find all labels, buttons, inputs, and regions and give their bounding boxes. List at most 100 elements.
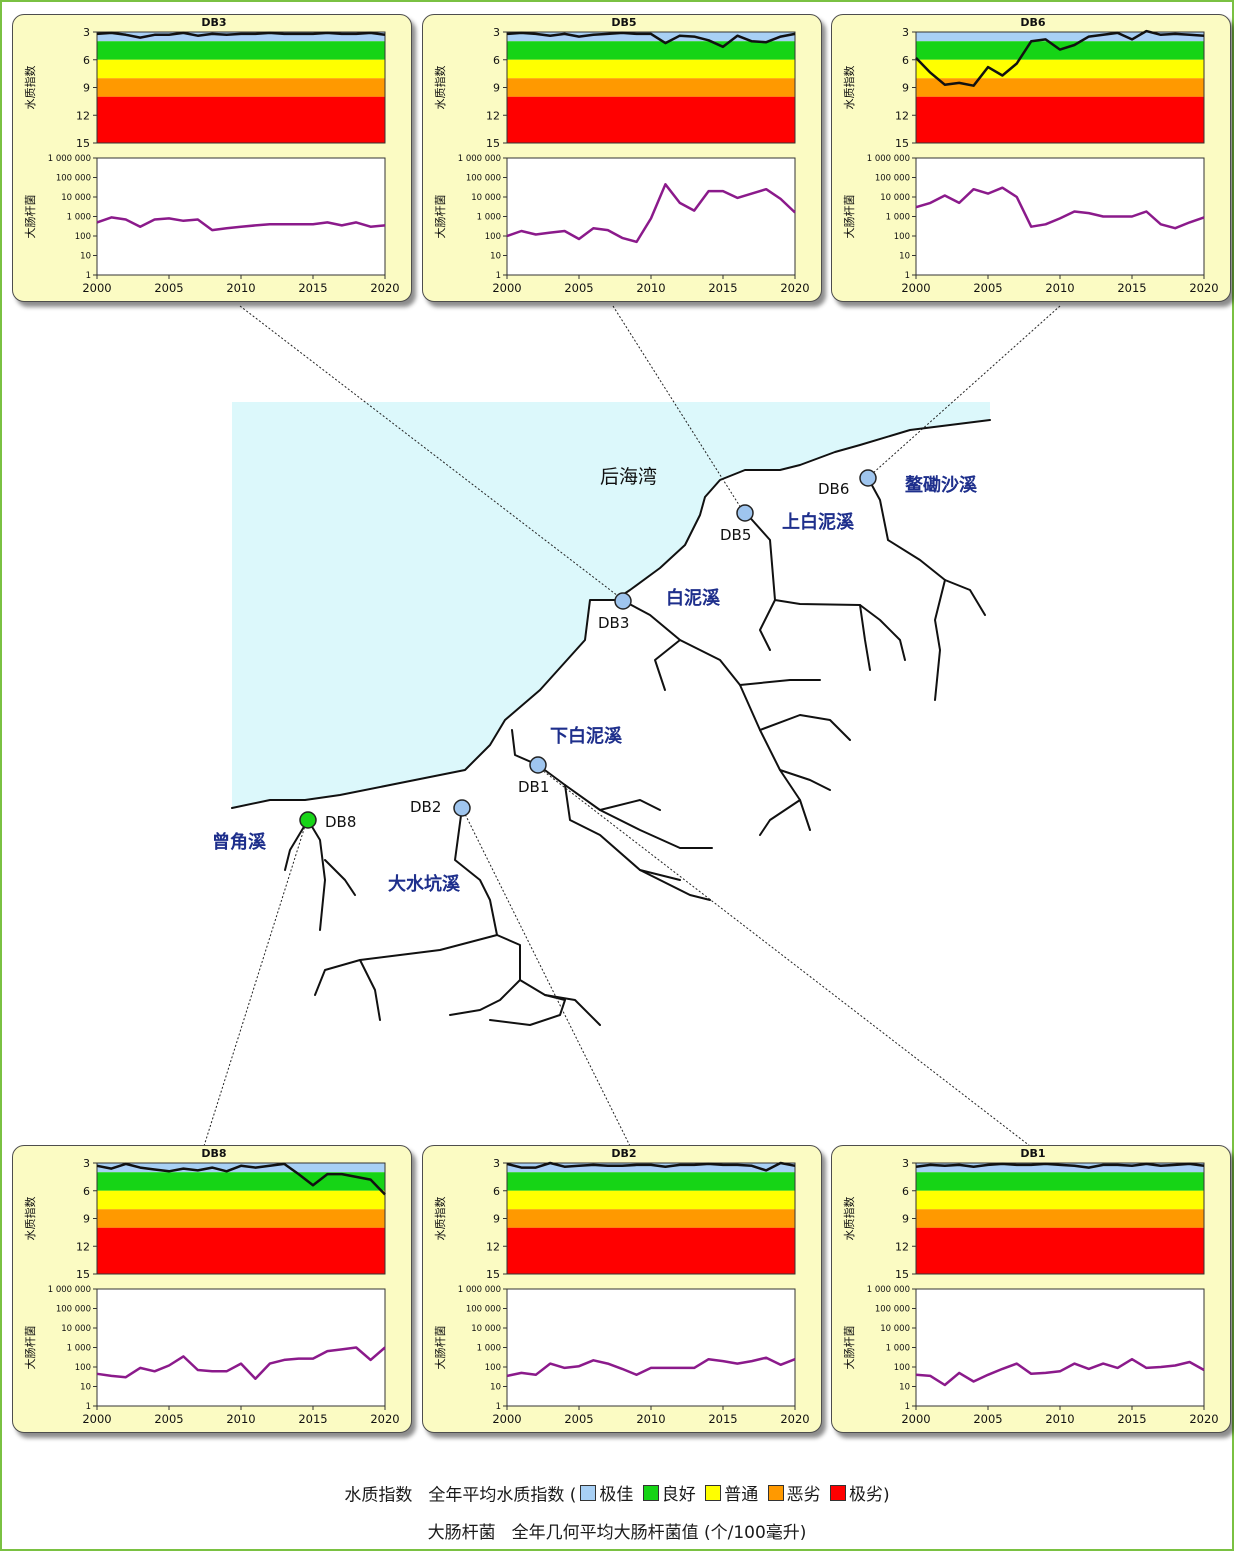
stream-db8-trib1 — [284, 819, 309, 871]
ecoli-tick-label: 100 000 — [56, 174, 91, 184]
x-tick-label: 2005 — [973, 1412, 1002, 1426]
chart-title-db8: DB8 — [201, 1147, 226, 1160]
wqi-band-4 — [916, 1227, 1204, 1274]
wqi-band-4 — [916, 96, 1204, 143]
wqi-tick-label: 3 — [493, 26, 500, 39]
wqi-axis-label: 水质指数 — [433, 66, 447, 110]
ecoli-axis-label: 大肠杆菌 — [433, 1326, 447, 1370]
chart-db1: DB1 3 6 9 12 15 水质指数 1 000 000 100 000 10 000 1 00… — [842, 1147, 1219, 1426]
wqi-band-3 — [507, 78, 795, 97]
station-label-db1: DB1 — [518, 778, 549, 796]
wqi-axis-label: 水质指数 — [842, 1197, 856, 1241]
wqi-series-line — [915, 1162, 1205, 1169]
wqi-tick-label: 3 — [83, 1157, 90, 1170]
wqi-tick-label: 3 — [902, 26, 909, 39]
stream-db1-trib3 — [639, 869, 711, 901]
wqi-band-3 — [916, 1209, 1204, 1228]
stream-db6-main — [867, 477, 986, 616]
wqi-band-3 — [507, 1209, 795, 1228]
x-tick-label: 2020 — [370, 281, 399, 295]
stream-db5-trib2 — [859, 604, 871, 671]
stream-label-dashuikeng: 大水坑溪 — [388, 873, 461, 895]
stream-db3-trib3 — [759, 714, 851, 741]
ecoli-tick-label: 1 — [905, 1402, 910, 1412]
legend-wqi-desc: 全年平均水质指数 ( — [428, 1485, 577, 1506]
stream-db3-trib1 — [654, 639, 681, 691]
station-db8[interactable] — [299, 811, 317, 829]
ecoli-tick-label: 1 000 — [67, 213, 91, 223]
ecoli-tick-label: 100 000 — [466, 174, 501, 184]
wqi-band-2 — [507, 59, 795, 79]
stream-db3-trib5 — [759, 799, 801, 836]
chart-db8: DB8 3 6 9 12 15 水质指数 1 000 000 100 000 10 000 1 00… — [23, 1147, 400, 1426]
ecoli-tick-label: 100 000 — [875, 1305, 910, 1315]
wqi-band-4 — [97, 96, 385, 143]
stream-db2-trib2 — [359, 959, 381, 1021]
legend-ecoli-term: 大肠杆菌 — [427, 1523, 496, 1543]
station-label-db8: DB8 — [325, 813, 356, 831]
legend-label-excellent: 极佳 — [599, 1485, 634, 1505]
station-db1[interactable] — [529, 756, 547, 774]
x-tick-label: 2020 — [1189, 1412, 1218, 1426]
ecoli-tick-label: 10 — [899, 252, 910, 262]
wqi-band-4 — [507, 96, 795, 143]
wqi-tick-label: 15 — [895, 137, 909, 150]
legend-label-very-bad: 极劣 — [849, 1485, 884, 1505]
station-label-db3: DB3 — [598, 614, 629, 632]
wqi-band-3 — [97, 78, 385, 97]
x-tick-label: 2000 — [492, 281, 521, 295]
ecoli-tick-label: 100 — [894, 1363, 910, 1373]
wqi-tick-label: 9 — [493, 82, 500, 95]
legend-label-bad: 恶劣 — [786, 1485, 821, 1505]
x-tick-label: 2010 — [636, 281, 665, 295]
stream-db3-main — [621, 599, 811, 831]
wqi-band-1 — [507, 1172, 795, 1191]
ecoli-tick-label: 1 000 000 — [867, 154, 910, 164]
ecoli-tick-label: 1 — [905, 271, 910, 281]
x-tick-label: 2015 — [708, 281, 737, 295]
legend-swatch-good — [642, 1484, 659, 1501]
wqi-tick-label: 15 — [76, 1268, 90, 1281]
station-db3[interactable] — [614, 592, 632, 610]
wqi-tick-label: 12 — [486, 1240, 500, 1253]
panel-db2: DB2 3 6 9 12 15 水质指数 1 000 000 100 000 10 000 1 00… — [422, 1145, 822, 1433]
x-tick-label: 2010 — [226, 1412, 255, 1426]
station-db2[interactable] — [453, 799, 471, 817]
station-label-db5: DB5 — [720, 526, 751, 544]
x-tick-label: 2015 — [708, 1412, 737, 1426]
ecoli-tick-label: 100 — [894, 232, 910, 242]
panel-db6: DB6 3 6 9 12 15 水质指数 1 000 000 100 000 10 000 1 00… — [831, 14, 1231, 302]
ecoli-tick-label: 10 — [80, 252, 91, 262]
ecoli-series-line — [915, 1357, 1205, 1387]
x-tick-label: 2000 — [82, 281, 111, 295]
ecoli-plot-frame — [506, 1288, 796, 1407]
wqi-tick-label: 6 — [902, 54, 909, 67]
panel-db8: DB8 3 6 9 12 15 水质指数 1 000 000 100 000 10 000 1 00… — [12, 1145, 412, 1433]
legend-item-very-bad: 极劣 — [830, 1480, 883, 1505]
wqi-band-2 — [97, 1190, 385, 1210]
stream-label-aomoshaxi: 鳌磡沙溪 — [905, 474, 978, 496]
wqi-band-4 — [507, 1227, 795, 1274]
ecoli-plot-frame — [96, 157, 386, 276]
wqi-series-line — [96, 31, 386, 39]
station-db6[interactable] — [859, 469, 877, 487]
bay-label: 后海湾 — [600, 466, 657, 488]
x-tick-label: 2005 — [154, 1412, 183, 1426]
legend-swatch-fair — [705, 1484, 722, 1501]
ecoli-series-line — [96, 216, 386, 232]
x-tick-label: 2010 — [1045, 281, 1074, 295]
ecoli-axis-label: 大肠杆菌 — [433, 195, 447, 239]
ecoli-plot-frame — [915, 1288, 1205, 1407]
stream-label-cengjiao: 曾角溪 — [212, 831, 267, 853]
chart-title-db6: DB6 — [1020, 16, 1046, 29]
x-tick-label: 2020 — [1189, 281, 1218, 295]
x-tick-label: 2005 — [564, 1412, 593, 1426]
ecoli-tick-label: 10 — [899, 1383, 910, 1393]
wqi-tick-label: 6 — [83, 54, 90, 67]
station-label-db2: DB2 — [410, 798, 441, 816]
ecoli-tick-label: 1 — [496, 271, 501, 281]
station-db5[interactable] — [736, 504, 754, 522]
wqi-tick-label: 15 — [895, 1268, 909, 1281]
wqi-axis-label: 水质指数 — [433, 1197, 447, 1241]
ecoli-axis-label: 大肠杆菌 — [842, 1326, 856, 1370]
